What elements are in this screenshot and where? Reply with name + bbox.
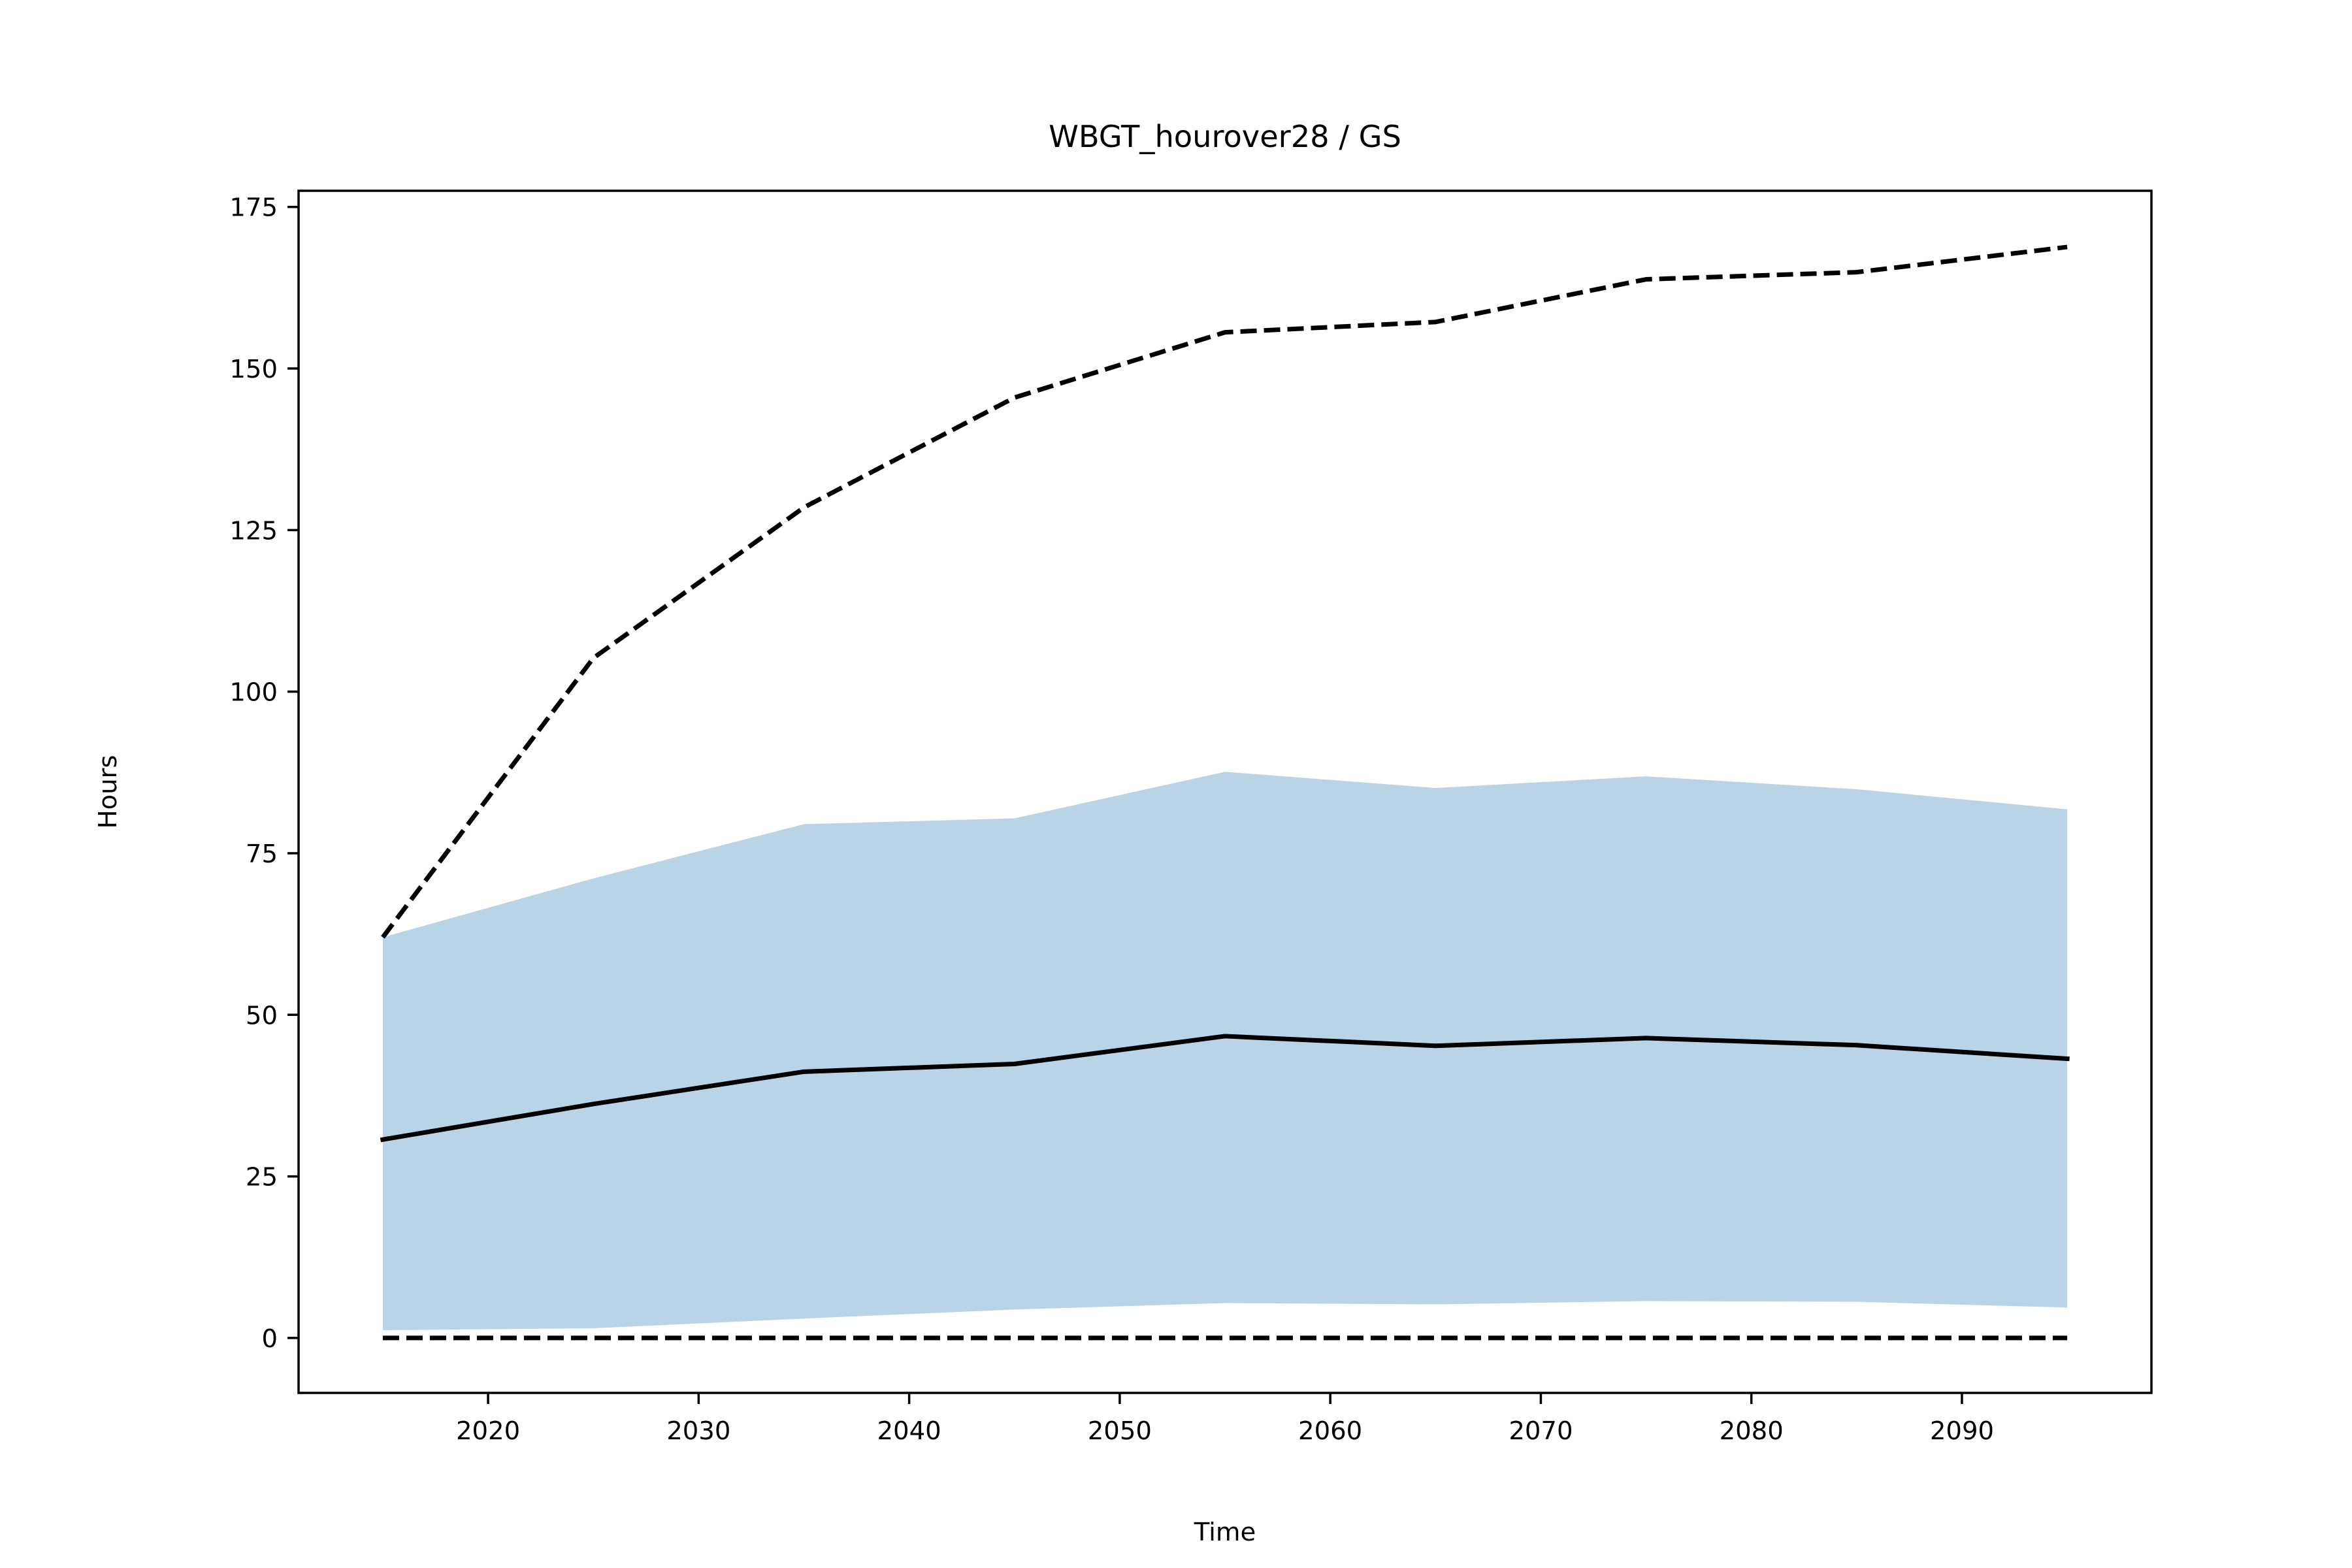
x-axis-label: Time xyxy=(1194,1518,1256,1547)
y-axis-label: Hours xyxy=(93,755,123,828)
x-tick-label: 2030 xyxy=(666,1416,730,1446)
x-tick-label: 2090 xyxy=(1930,1416,1994,1446)
x-tick-label: 2060 xyxy=(1298,1416,1362,1446)
range-band xyxy=(382,772,2068,1331)
x-tick-label: 2080 xyxy=(1720,1416,1784,1446)
y-tick-label: 75 xyxy=(246,840,278,869)
y-tick-label: 0 xyxy=(261,1324,278,1354)
y-tick-label: 100 xyxy=(229,678,278,708)
plot-area xyxy=(380,244,2070,1341)
x-tick-label: 2020 xyxy=(456,1416,520,1446)
y-tick-label: 125 xyxy=(229,516,278,546)
chart-title: WBGT_hourover28 / GS xyxy=(1049,119,1401,154)
y-tick-label: 50 xyxy=(246,1001,278,1030)
y-tick-label: 150 xyxy=(229,355,278,384)
ticks: 2020 2030 2040 2050 2060 2070 2080 2090 0 25 50 75 1… xyxy=(229,193,1994,1446)
y-tick-label: 25 xyxy=(246,1163,278,1192)
x-tick-label: 2050 xyxy=(1088,1416,1152,1446)
axes-frame xyxy=(297,189,2153,1394)
y-tick-label: 175 xyxy=(229,193,278,223)
x-tick-label: 2040 xyxy=(877,1416,941,1446)
x-tick-label: 2070 xyxy=(1509,1416,1573,1446)
series-line-1 xyxy=(380,1034,2070,1143)
series-line-2 xyxy=(381,244,2068,939)
